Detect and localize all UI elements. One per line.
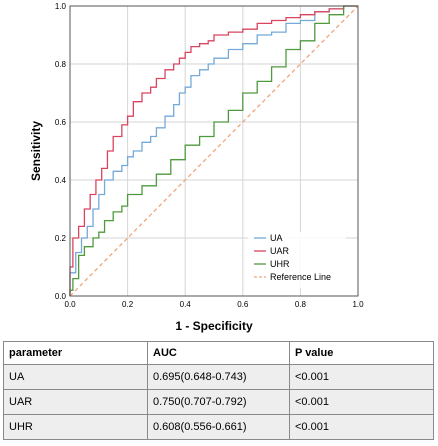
y-axis-title: Sensitivity [29,121,43,181]
auc-table: parameter AUC P value UA 0.695(0.648-0.7… [3,341,434,440]
y-tick-label: 0.8 [55,60,67,69]
cell-p-value: <0.001 [289,364,434,390]
cell-parameter: UHR [3,414,148,440]
legend-label: UHR [270,259,290,269]
header-p-value: P value [289,341,434,365]
y-tick-label: 0.0 [55,292,67,301]
legend-label: UAR [270,246,290,256]
legend-label: Reference Line [270,272,331,282]
y-tick-label: 0.6 [55,118,67,127]
cell-parameter: UA [3,364,148,390]
tick-labels: 0.0 0.2 0.4 0.6 0.8 1.0 0.0 0.2 0.4 0.6 0.8 1.0 [55,2,364,309]
y-tick-label: 1.0 [55,2,67,11]
x-axis-title: 1 - Specificity [175,319,253,333]
x-tick-label: 0.2 [122,300,134,309]
y-tick-label: 0.2 [55,234,67,243]
cell-auc: 0.695(0.648-0.743) [147,364,290,390]
series-lines [69,5,359,297]
cell-parameter: UAR [3,389,148,415]
series-line-reference-line [69,5,359,297]
series-line-uar [69,5,358,296]
table-row: UAR 0.750(0.707-0.792) <0.001 [3,389,434,415]
legend: UA UAR UHR Reference Line [248,232,346,288]
y-tick-label: 0.4 [55,176,67,185]
table-row: UHR 0.608(0.556-0.661) <0.001 [3,414,434,440]
legend-background [248,232,346,288]
table-header-row: parameter AUC P value [3,341,434,365]
x-tick-label: 0.8 [295,300,307,309]
legend-label: UA [270,233,283,243]
series-line-uhr [69,5,358,296]
x-tick-label: 0.0 [64,300,76,309]
cell-p-value: <0.001 [289,389,434,415]
table-row: UA 0.695(0.648-0.743) <0.001 [3,364,434,390]
cell-p-value: <0.001 [289,414,434,440]
x-tick-label: 0.4 [180,300,192,309]
roc-chart-svg: 0.0 0.2 0.4 0.6 0.8 1.0 0.0 0.2 0.4 0.6 0.8 1.0 1 -… [29,2,364,333]
series-line-ua [69,5,358,296]
plot-frame [69,5,359,297]
x-tick-label: 0.6 [237,300,249,309]
header-auc: AUC [147,341,290,365]
x-tick-label: 1.0 [352,300,364,309]
header-parameter: parameter [3,341,148,365]
roc-chart: 0.0 0.2 0.4 0.6 0.8 1.0 0.0 0.2 0.4 0.6 0.8 1.0 1 -… [29,2,364,333]
cell-auc: 0.750(0.707-0.792) [147,389,290,415]
cell-auc: 0.608(0.556-0.661) [147,414,290,440]
